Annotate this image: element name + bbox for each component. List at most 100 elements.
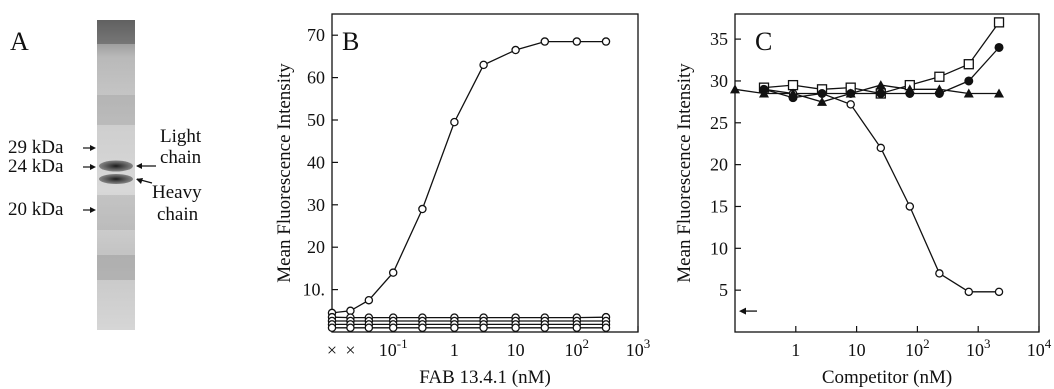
c-data-point <box>875 80 886 90</box>
c-x-tick-label: 102 <box>905 336 930 360</box>
c-data-point <box>817 96 828 106</box>
c-y-tick-label: 20 <box>710 155 728 175</box>
b-x-tick-label: × <box>327 340 337 360</box>
b-y-tick-label: 20 <box>307 237 325 257</box>
b-data-point <box>572 323 582 333</box>
c-data-point <box>963 59 974 70</box>
panel-b-y-axis-title: Mean Fluorescence Intensity <box>274 63 295 283</box>
light-chain-label-line1: Light <box>160 126 202 147</box>
arrow-left-icon <box>739 307 746 315</box>
c-x-tick-label: 104 <box>1027 336 1052 360</box>
c-data-point <box>934 71 945 82</box>
b-data-point <box>418 204 427 214</box>
c-y-tick-label: 10 <box>710 238 728 258</box>
b-data-point <box>346 323 355 333</box>
b-data-point <box>346 306 355 316</box>
b-x-tick-label: 10 <box>507 340 525 360</box>
panel-b-x-axis-title: FAB 13.4.1 (nM) <box>419 367 551 388</box>
b-data-point <box>327 323 337 333</box>
panel-b-points <box>327 37 611 333</box>
c-data-point <box>994 88 1005 98</box>
b-data-point <box>511 45 520 55</box>
gel-lane <box>97 20 135 330</box>
b-data-point <box>601 37 611 46</box>
b-data-point <box>450 117 459 127</box>
c-data-point <box>787 79 799 91</box>
c-data-point <box>759 88 770 98</box>
c-data-point <box>963 88 974 98</box>
b-data-point <box>364 323 374 333</box>
c-series-line-0 <box>763 88 999 293</box>
c-y-tick-label: 30 <box>710 71 728 91</box>
b-y-tick-label: 40 <box>307 152 325 172</box>
marker-29-kda: 29 kDa <box>8 137 64 158</box>
heavy-chain-label-line1: Heavy <box>152 182 202 203</box>
b-data-point <box>479 323 488 333</box>
b-data-point <box>450 323 459 333</box>
panel-c: C 1 10 102 103 104 5 10 15 20 25 30 35 Competitor (… <box>674 13 1052 388</box>
b-x-tick-label: 102 <box>565 336 590 360</box>
panel-c-points <box>730 17 1005 297</box>
c-data-point <box>993 17 1005 28</box>
b-x-tick-label: 1 <box>450 340 459 360</box>
b-x-tick-label: × <box>345 340 355 360</box>
c-data-point <box>905 202 915 211</box>
b-series-line-0 <box>331 40 606 314</box>
light-chain-band <box>99 160 133 172</box>
c-x-tick-label: 1 <box>791 340 800 360</box>
c-data-point <box>935 269 944 278</box>
light-chain-label-line2: chain <box>160 147 202 168</box>
panel-b-series-lines <box>331 40 607 329</box>
c-data-point <box>730 84 740 94</box>
panel-c-ticks: 1 10 102 103 104 5 10 15 20 25 30 35 <box>710 29 1052 360</box>
c-y-tick-label: 5 <box>719 280 728 300</box>
marker-24-kda: 24 kDa <box>8 156 64 177</box>
heavy-chain-band <box>99 174 133 184</box>
b-data-point <box>540 37 550 46</box>
c-data-point <box>845 88 856 98</box>
c-data-point <box>904 84 915 94</box>
panel-b-letter: B <box>342 27 359 56</box>
b-data-point <box>479 60 488 70</box>
b-y-tick-label: 30 <box>307 195 325 215</box>
b-x-tick-label: 10-1 <box>379 336 408 360</box>
c-data-point <box>876 143 886 153</box>
b-y-tick-label: 70 <box>307 25 325 45</box>
b-y-tick-label: 60 <box>307 68 325 88</box>
b-x-tick-label: 103 <box>626 336 651 360</box>
b-data-point <box>364 295 374 305</box>
b-data-point <box>388 323 398 333</box>
c-x-tick-label: 103 <box>966 336 991 360</box>
b-data-point <box>418 323 427 333</box>
panel-c-series-lines <box>734 22 1000 293</box>
panel-c-frame <box>734 13 1040 333</box>
c-data-point <box>788 88 799 98</box>
panel-b-frame <box>331 13 639 333</box>
panel-c-annotation <box>739 307 757 315</box>
panel-c-y-axis-title: Mean Fluorescence Intensity <box>674 63 695 283</box>
c-data-point <box>934 84 945 94</box>
c-data-point <box>994 42 1004 52</box>
c-data-point <box>964 76 974 86</box>
panel-c-letter: C <box>755 27 772 56</box>
b-data-point <box>601 323 611 333</box>
panel-a-letter: A <box>10 27 29 56</box>
c-data-point <box>994 287 1004 297</box>
b-y-tick-label: 50 <box>307 110 325 130</box>
c-y-tick-label: 15 <box>710 196 728 216</box>
b-y-tick-label: 10. <box>303 280 326 300</box>
c-series-line-3 <box>734 84 999 103</box>
b-data-point <box>572 37 582 46</box>
panel-b-ticks: × × 10-1 1 10 102 103 10. 20 30 40 50 60 70 <box>303 25 651 360</box>
marker-20-kda: 20 kDa <box>8 199 64 220</box>
c-data-point <box>817 89 827 98</box>
panel-b: B × × 10-1 1 10 102 103 10. 20 30 40 50 60 70 FAB 13.… <box>274 13 651 388</box>
c-data-point <box>846 100 855 109</box>
panel-c-x-axis-title: Competitor (nM) <box>822 367 952 388</box>
c-data-point <box>964 287 974 297</box>
c-y-tick-label: 35 <box>710 29 728 49</box>
b-data-point <box>511 323 520 333</box>
c-x-tick-label: 10 <box>848 340 866 360</box>
heavy-chain-label-line2: chain <box>157 204 199 225</box>
